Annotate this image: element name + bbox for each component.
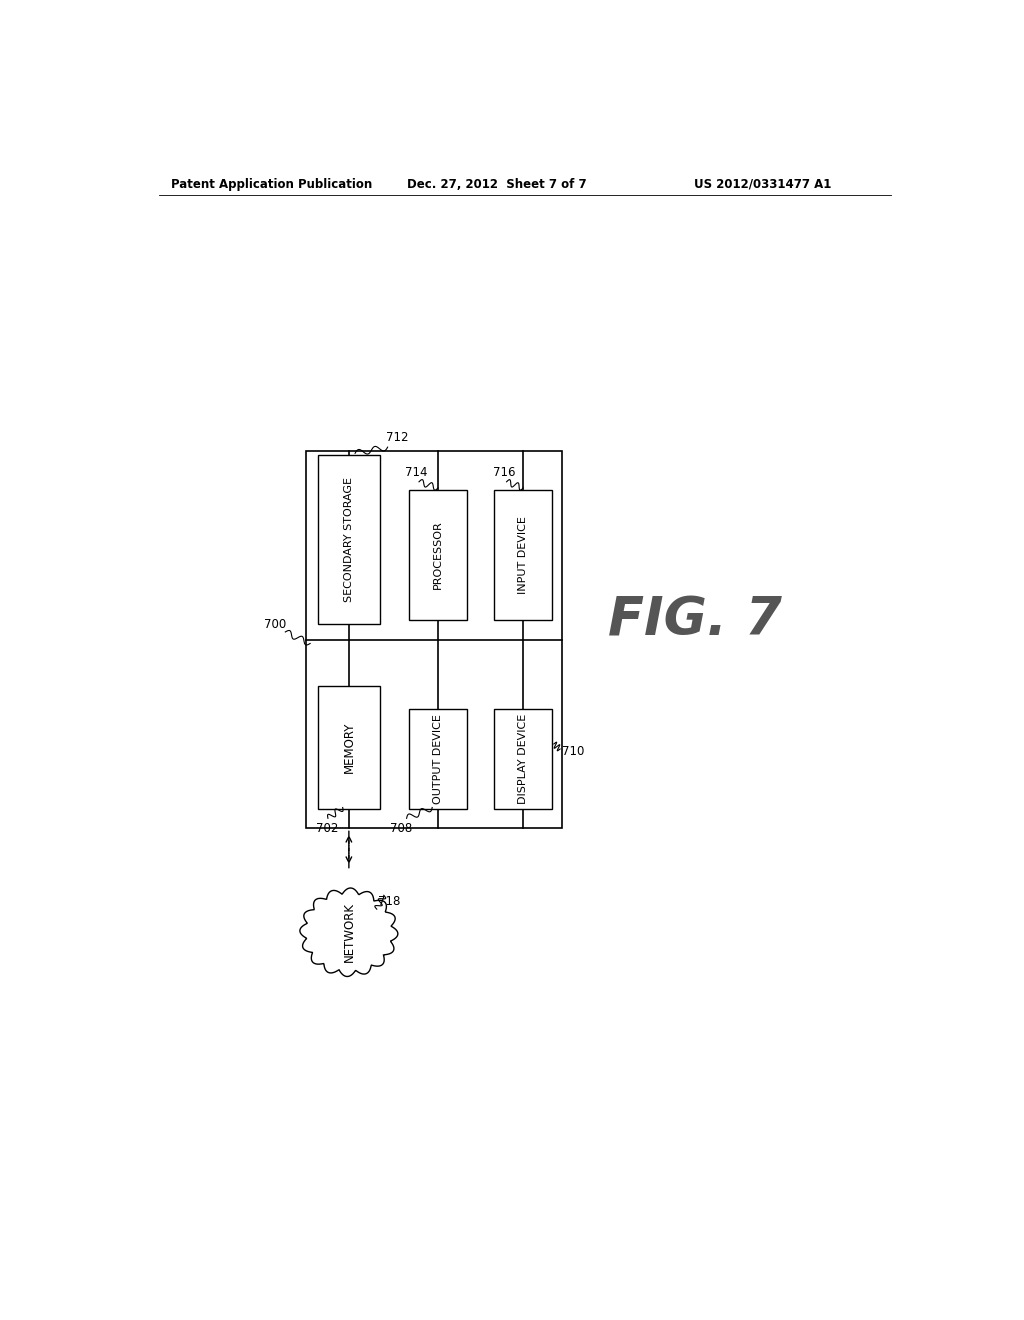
Text: 700: 700 <box>263 618 286 631</box>
FancyBboxPatch shape <box>495 709 552 809</box>
Text: 708: 708 <box>389 822 412 836</box>
Text: 718: 718 <box>378 895 400 908</box>
Text: 716: 716 <box>493 466 515 479</box>
FancyBboxPatch shape <box>495 490 552 620</box>
Text: MEMORY: MEMORY <box>342 722 355 774</box>
Text: 702: 702 <box>316 822 339 836</box>
Text: FIG. 7: FIG. 7 <box>608 594 782 647</box>
Text: PROCESSOR: PROCESSOR <box>433 520 443 589</box>
FancyBboxPatch shape <box>409 709 467 809</box>
Text: Dec. 27, 2012  Sheet 7 of 7: Dec. 27, 2012 Sheet 7 of 7 <box>407 178 587 190</box>
Text: OUTPUT DEVICE: OUTPUT DEVICE <box>433 714 443 804</box>
Text: Patent Application Publication: Patent Application Publication <box>171 178 372 190</box>
Text: DISPLAY DEVICE: DISPLAY DEVICE <box>518 714 528 804</box>
FancyBboxPatch shape <box>409 490 467 620</box>
Text: 710: 710 <box>561 746 584 758</box>
FancyBboxPatch shape <box>306 451 562 829</box>
Polygon shape <box>300 888 398 977</box>
FancyBboxPatch shape <box>317 686 380 809</box>
Text: 714: 714 <box>406 466 428 479</box>
Text: NETWORK: NETWORK <box>342 903 355 962</box>
Text: US 2012/0331477 A1: US 2012/0331477 A1 <box>693 178 831 190</box>
Text: SECONDARY STORAGE: SECONDARY STORAGE <box>344 477 354 602</box>
Text: INPUT DEVICE: INPUT DEVICE <box>518 516 528 594</box>
FancyBboxPatch shape <box>317 455 380 624</box>
Text: 712: 712 <box>386 432 409 444</box>
